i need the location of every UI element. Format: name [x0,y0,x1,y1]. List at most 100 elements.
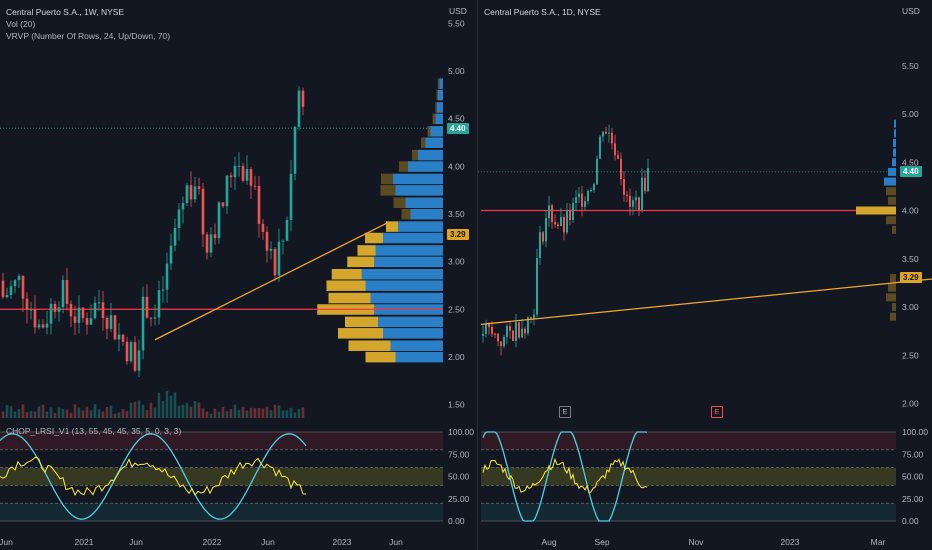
daily-candle-body [593,184,595,191]
weekly-time-tick-label: Jun [261,537,275,547]
daily-candle-body [644,177,646,192]
daily-currency-label: USD [902,6,920,16]
weekly-volume-bar [109,405,113,418]
weekly-candle-body [33,309,37,328]
weekly-volume-bar [101,411,105,418]
daily-indicator-upper-zone [481,432,896,450]
weekly-volume-bar [265,406,269,418]
daily-candle-body [638,197,640,210]
daily-candle-body [569,210,571,221]
daily-indicator-tick-label: 0.00 [902,516,919,526]
weekly-indicator-upper-zone [0,432,443,450]
daily-trendline [480,278,932,326]
weekly-candle-body [217,202,221,239]
volume-profile-up-bar [378,316,443,328]
weekly-volume-bar [189,406,193,418]
weekly-candle-body [93,302,97,319]
daily-price-tick-label: 5.00 [902,109,919,119]
indicator-legend: CHOP_LRSI_V1 (13, 55, 45, 45, 35, 5, 0, … [6,426,182,436]
weekly-candle-body [173,228,177,246]
weekly-candle-body [277,241,281,276]
weekly-volume-bar [1,411,5,418]
daily-chart-pane[interactable]: 5.50 5.00 4.50 4.00 3.50 3.00 2.50 2.00 100.00 75… [478,0,932,550]
daily-volume-profile-bar [893,148,896,157]
weekly-volume-bar [165,390,169,418]
weekly-candle-body [77,307,81,323]
daily-candle-body [608,132,610,134]
daily-volume-profile-bar [892,225,896,234]
volume-profile-down-bar [381,173,393,185]
earnings-marker-upcoming[interactable]: E [711,406,723,418]
weekly-candle-body [161,289,165,291]
volume-profile-down-bar [412,149,418,161]
weekly-candle-body [5,294,9,298]
daily-volume-profile-bar [894,129,896,138]
daily-candle-body [554,222,556,225]
weekly-price-tick-label: 3.50 [448,209,465,219]
daily-chart-title: Central Puerto S.A., 1D, NYSE [484,7,601,17]
daily-indicator-tick-label: 25.00 [902,494,924,504]
daily-volume-profile-bar [890,274,896,283]
daily-candle-body [587,190,589,202]
volume-profile-up-bar [395,185,443,196]
weekly-volume-bar [89,410,93,418]
weekly-price-tick-label: 5.50 [448,18,465,28]
weekly-price-tick-label: 2.50 [448,304,465,314]
weekly-chart-canvas[interactable]: 5.50 5.00 4.50 4.00 3.50 3.00 2.50 2.00 1.50 100.… [0,0,477,550]
weekly-volume-bar [17,409,21,418]
weekly-volume-bar [257,407,261,418]
weekly-lrsi-line [0,456,307,496]
daily-candle-body [536,257,538,315]
volume-profile-down-bar [380,185,396,196]
weekly-volume-bar [273,404,277,418]
daily-volume-profile-bar [894,119,896,128]
weekly-candle-body [193,186,197,200]
daily-candle-body [551,205,553,223]
weekly-volume-bar [149,402,153,418]
volume-profile-down-bar [357,245,376,256]
volume-profile-up-bar [383,232,443,244]
weekly-volume-bar [97,409,101,418]
weekly-volume-bar [205,411,209,418]
volume-profile-down-bar [427,126,431,137]
weekly-candle-body [105,317,109,329]
weekly-volume-bar [245,410,249,418]
daily-volume-profile-bar [893,138,896,147]
weekly-candle-body [225,175,229,207]
vrvp-legend: VRVP (Number Of Rows, 24, Up/Down, 70) [6,31,171,41]
weekly-volume-bar [193,401,197,418]
earnings-marker-past[interactable]: E [559,406,571,418]
weekly-candle-body [285,219,289,241]
daily-last-price-tag: 4.40 [900,166,922,177]
weekly-volume-bar [185,403,189,418]
volume-profile-up-bar [393,173,443,185]
weekly-chart-pane[interactable]: 5.50 5.00 4.50 4.00 3.50 3.00 2.50 2.00 1.50 100.… [0,0,477,550]
weekly-volume-bar [133,401,137,418]
weekly-volume-bar [45,411,49,418]
weekly-candle-body [245,169,249,181]
weekly-volume-bar [41,404,45,418]
volume-profile-up-bar [375,245,443,256]
weekly-volume-bar [61,409,65,418]
daily-candle-body [563,217,565,233]
volume-profile-up-bar [435,113,443,125]
weekly-volume-bar [33,411,37,418]
daily-candle-body [542,232,544,242]
weekly-chart-title: Central Puerto S.A., 1W, NYSE [6,7,125,17]
weekly-candle-body [101,302,105,318]
daily-candle-body [620,158,622,180]
weekly-volume-bar [229,409,233,418]
pane-divider[interactable] [477,0,478,550]
volume-profile-up-bar [408,161,443,172]
weekly-time-tick-label: 2022 [203,537,222,547]
weekly-candle-body [109,315,113,329]
daily-chart-canvas[interactable]: 5.50 5.00 4.50 4.00 3.50 3.00 2.50 2.00 100.00 75… [478,0,932,550]
volume-profile-up-bar [418,149,443,161]
weekly-candle-body [209,234,213,253]
weekly-candle-body [25,298,29,310]
weekly-candle-body [201,188,205,235]
weekly-volume-bar [49,407,53,418]
daily-indicator-mid-zone [481,467,896,486]
daily-candle-body [533,314,535,319]
daily-candle-body [518,322,520,338]
